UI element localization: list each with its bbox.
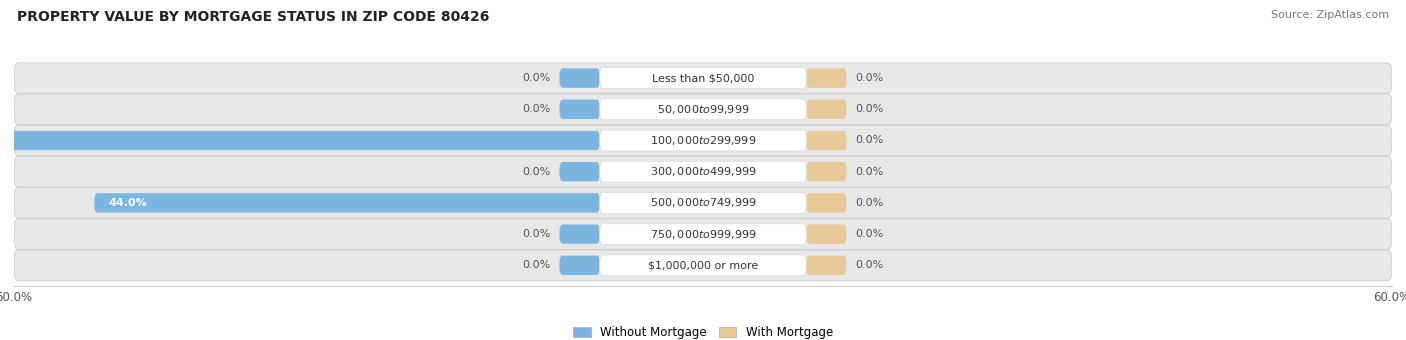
Text: 0.0%: 0.0% — [856, 167, 884, 177]
FancyBboxPatch shape — [14, 188, 1392, 218]
FancyBboxPatch shape — [14, 94, 1392, 124]
Text: 0.0%: 0.0% — [856, 260, 884, 270]
FancyBboxPatch shape — [14, 156, 1392, 187]
FancyBboxPatch shape — [599, 224, 807, 244]
Text: 56.0%: 56.0% — [0, 136, 8, 146]
Text: 0.0%: 0.0% — [522, 260, 550, 270]
FancyBboxPatch shape — [599, 99, 807, 120]
FancyBboxPatch shape — [94, 193, 599, 212]
Text: 0.0%: 0.0% — [856, 229, 884, 239]
Text: $500,000 to $749,999: $500,000 to $749,999 — [650, 197, 756, 209]
Text: Source: ZipAtlas.com: Source: ZipAtlas.com — [1271, 10, 1389, 20]
FancyBboxPatch shape — [599, 161, 807, 182]
FancyBboxPatch shape — [560, 68, 599, 88]
FancyBboxPatch shape — [599, 130, 807, 151]
FancyBboxPatch shape — [560, 100, 599, 119]
Text: $750,000 to $999,999: $750,000 to $999,999 — [650, 227, 756, 241]
FancyBboxPatch shape — [599, 255, 807, 276]
FancyBboxPatch shape — [807, 162, 846, 181]
FancyBboxPatch shape — [14, 219, 1392, 250]
FancyBboxPatch shape — [599, 192, 807, 214]
Text: 0.0%: 0.0% — [856, 104, 884, 114]
Text: 0.0%: 0.0% — [856, 136, 884, 146]
Text: 44.0%: 44.0% — [108, 198, 148, 208]
FancyBboxPatch shape — [807, 100, 846, 119]
FancyBboxPatch shape — [560, 224, 599, 244]
Text: PROPERTY VALUE BY MORTGAGE STATUS IN ZIP CODE 80426: PROPERTY VALUE BY MORTGAGE STATUS IN ZIP… — [17, 10, 489, 24]
FancyBboxPatch shape — [14, 63, 1392, 94]
Text: 0.0%: 0.0% — [856, 73, 884, 83]
Text: $300,000 to $499,999: $300,000 to $499,999 — [650, 165, 756, 178]
Legend: Without Mortgage, With Mortgage: Without Mortgage, With Mortgage — [568, 321, 838, 340]
Text: $1,000,000 or more: $1,000,000 or more — [648, 260, 758, 270]
FancyBboxPatch shape — [0, 131, 599, 150]
Text: 0.0%: 0.0% — [522, 73, 550, 83]
Text: $100,000 to $299,999: $100,000 to $299,999 — [650, 134, 756, 147]
FancyBboxPatch shape — [807, 224, 846, 244]
FancyBboxPatch shape — [14, 250, 1392, 280]
Text: $50,000 to $99,999: $50,000 to $99,999 — [657, 103, 749, 116]
Text: 0.0%: 0.0% — [522, 167, 550, 177]
FancyBboxPatch shape — [807, 131, 846, 150]
FancyBboxPatch shape — [560, 256, 599, 275]
FancyBboxPatch shape — [599, 68, 807, 88]
Text: 0.0%: 0.0% — [856, 198, 884, 208]
FancyBboxPatch shape — [807, 68, 846, 88]
FancyBboxPatch shape — [560, 162, 599, 181]
Text: 0.0%: 0.0% — [522, 104, 550, 114]
Text: Less than $50,000: Less than $50,000 — [652, 73, 754, 83]
FancyBboxPatch shape — [807, 256, 846, 275]
FancyBboxPatch shape — [14, 125, 1392, 156]
Text: 0.0%: 0.0% — [522, 229, 550, 239]
FancyBboxPatch shape — [807, 193, 846, 212]
